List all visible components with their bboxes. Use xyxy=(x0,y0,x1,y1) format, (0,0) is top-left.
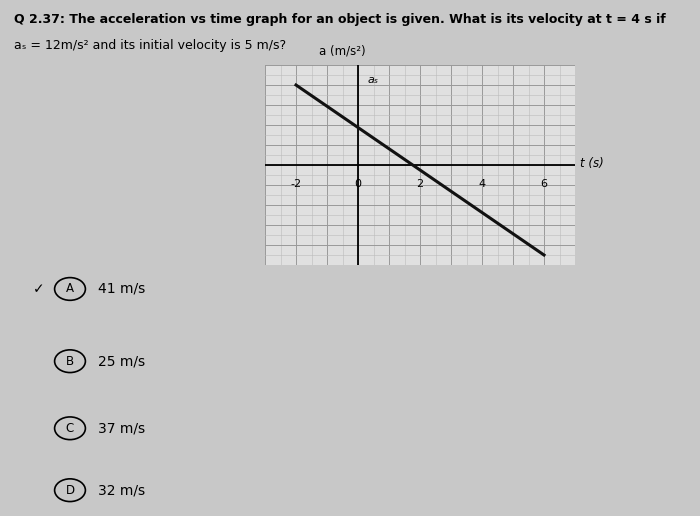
Text: D: D xyxy=(65,483,75,497)
Text: A: A xyxy=(66,282,74,296)
Text: 4: 4 xyxy=(478,179,486,189)
Text: B: B xyxy=(66,354,74,368)
Text: t (s): t (s) xyxy=(580,157,603,170)
Text: 0: 0 xyxy=(354,179,361,189)
Text: 6: 6 xyxy=(540,179,547,189)
Text: aₛ: aₛ xyxy=(368,75,378,85)
Text: -2: -2 xyxy=(290,179,302,189)
Text: 37 m/s: 37 m/s xyxy=(98,421,145,436)
Text: a (m/s²): a (m/s²) xyxy=(319,44,366,57)
Text: 41 m/s: 41 m/s xyxy=(98,282,146,296)
Text: C: C xyxy=(66,422,74,435)
Text: 25 m/s: 25 m/s xyxy=(98,354,145,368)
Text: ✓: ✓ xyxy=(33,282,44,296)
Text: Q 2.37: The acceleration vs time graph for an object is given. What is its veloc: Q 2.37: The acceleration vs time graph f… xyxy=(14,13,666,26)
Text: aₛ = 12m/s² and its initial velocity is 5 m/s?: aₛ = 12m/s² and its initial velocity is … xyxy=(14,39,286,52)
Text: 2: 2 xyxy=(416,179,424,189)
Text: 32 m/s: 32 m/s xyxy=(98,483,145,497)
